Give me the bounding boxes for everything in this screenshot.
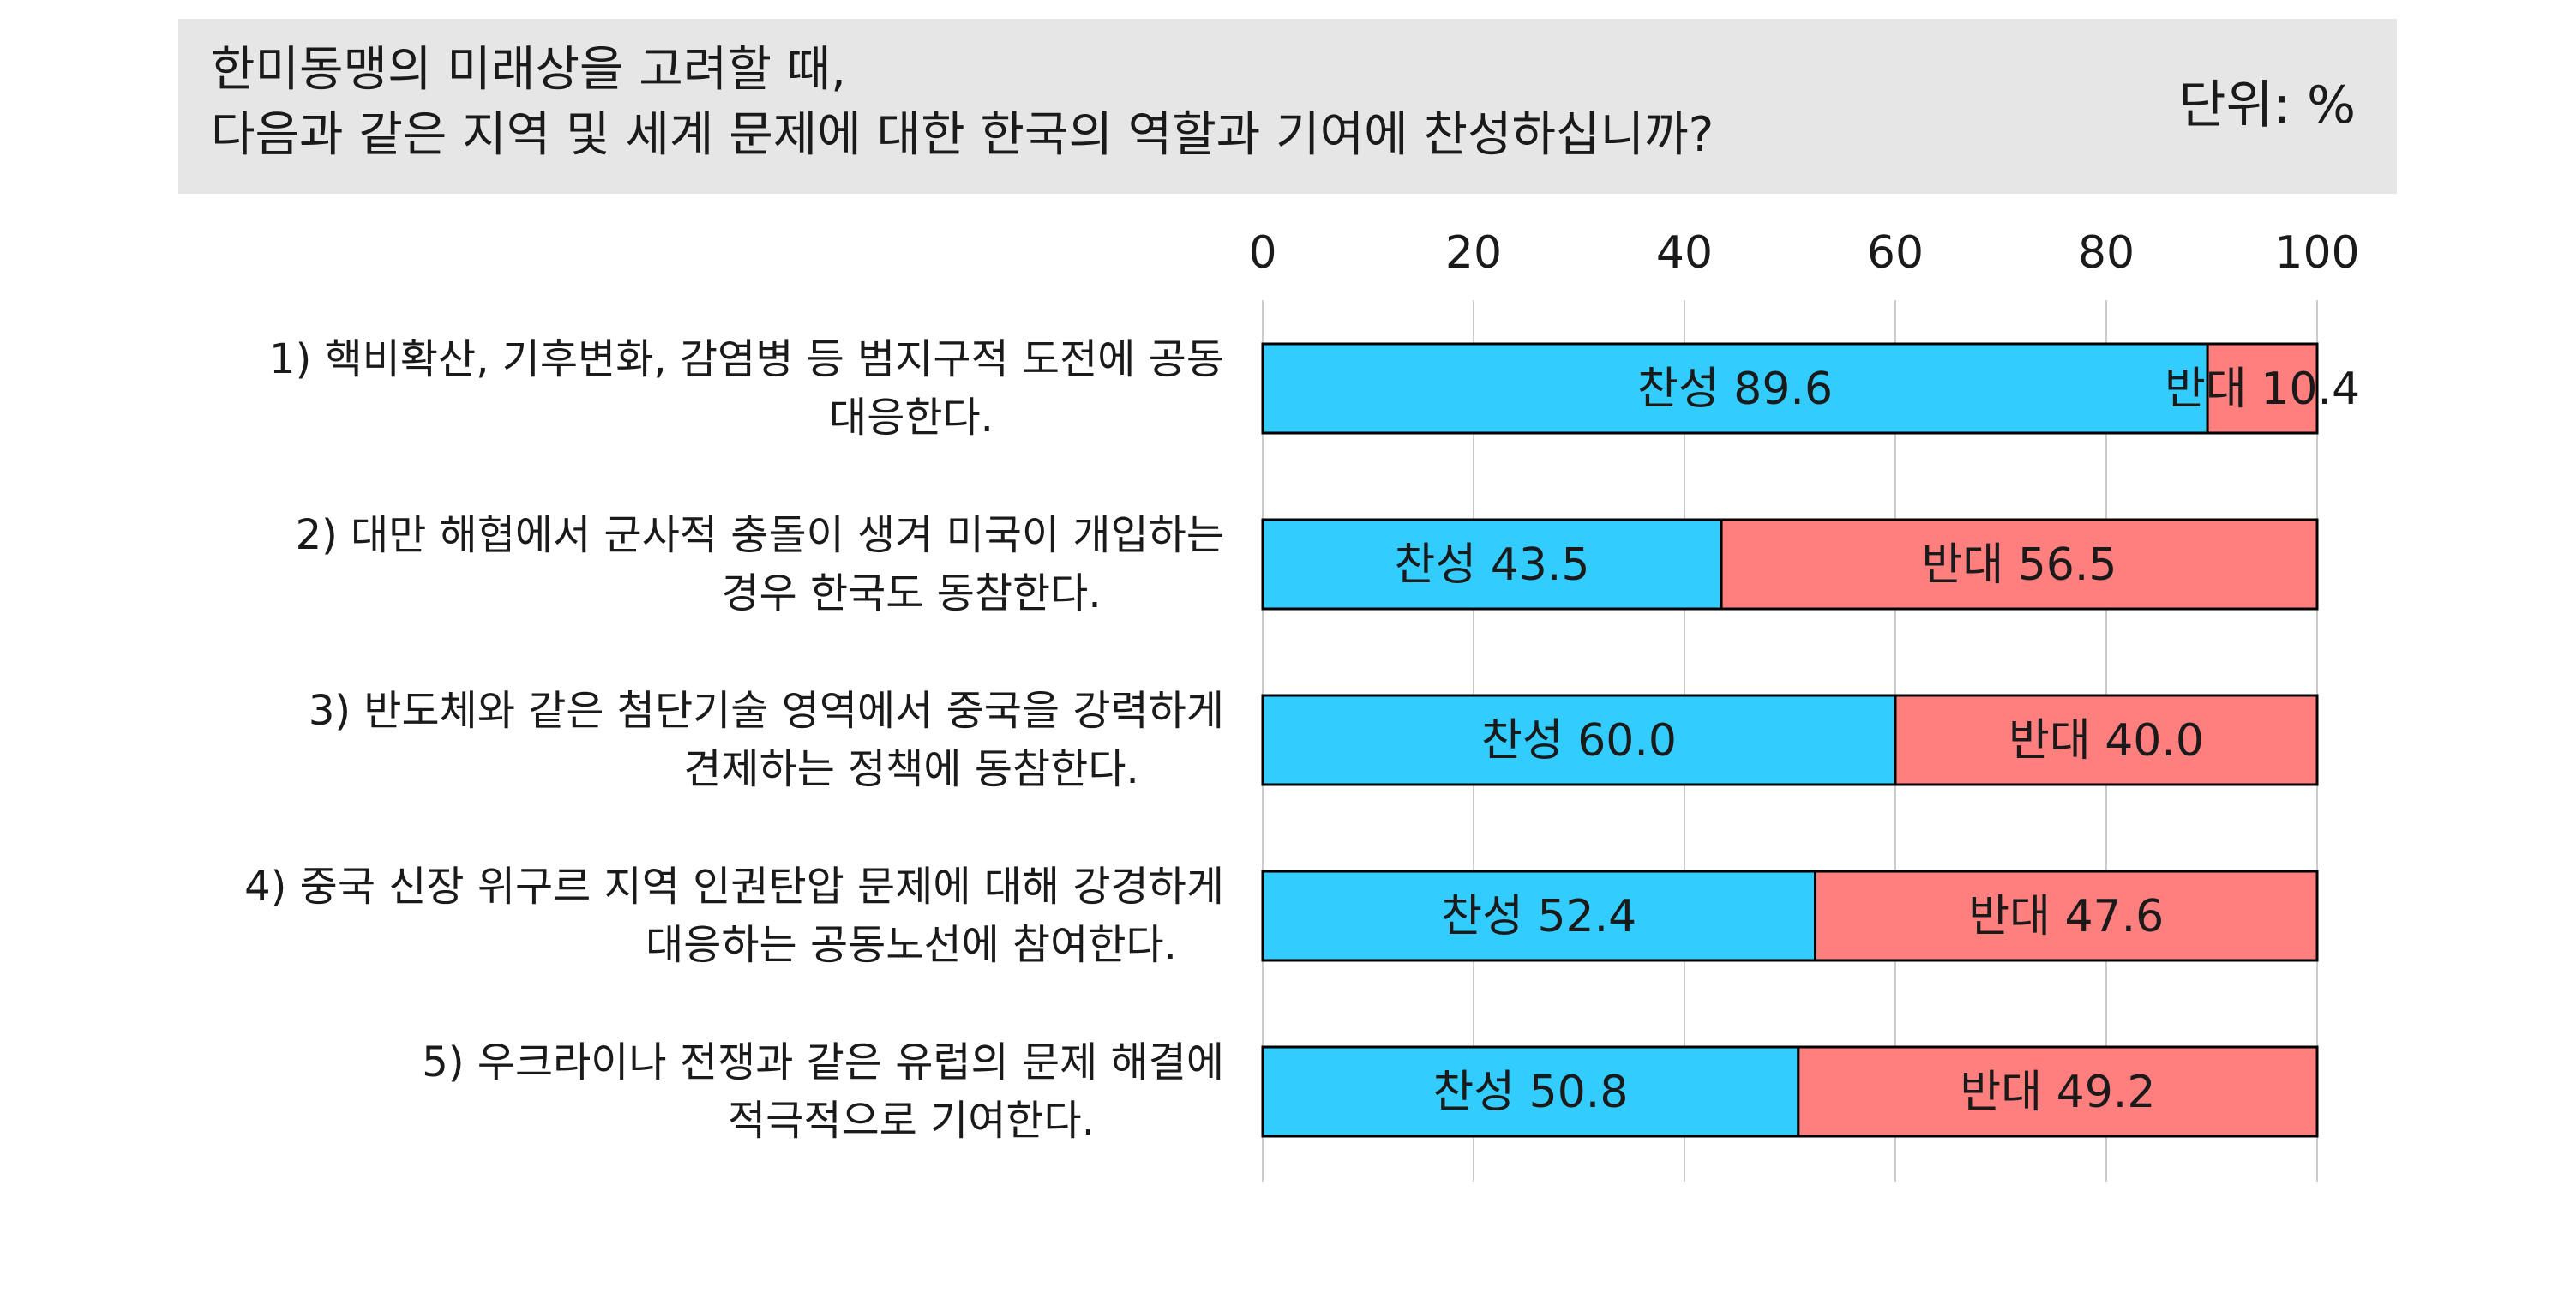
bar-oppose [2206, 342, 2319, 435]
category-label: 대응한다. [829, 394, 994, 442]
chart-title-line-2: 다음과 같은 지역 및 세계 문제에 대한 한국의 역할과 기여에 찬성하십니까… [211, 107, 1714, 163]
data-label-oppose: 반대 40.0 [2009, 715, 2204, 767]
category-label: 대응하는 공동노선에 참여한다. [646, 921, 1177, 969]
data-label-oppose: 반대 10.4 [2165, 364, 2360, 415]
bar-oppose [1797, 1045, 2319, 1138]
x-tick-label: 0 [1248, 227, 1276, 279]
bars: 찬성 89.6 반대 10.4 찬성 43.5 반대 56.5 찬성 60.0 반대 40… [1261, 342, 2360, 1138]
data-label-oppose: 반대 49.2 [1960, 1067, 2155, 1118]
bar-agree [1261, 518, 1723, 611]
category-label: 3) 반도체와 같은 첨단기술 영역에서 중국을 강력하게 [309, 687, 1224, 735]
data-label-oppose: 반대 56.5 [1922, 539, 2117, 591]
data-label-agree: 찬성 60.0 [1481, 715, 1677, 767]
category-label: 4) 중국 신장 위구르 지역 인권탄압 문제에 대해 강경하게 [244, 863, 1224, 911]
data-label-agree: 찬성 52.4 [1441, 891, 1636, 942]
category-label: 5) 우크라이나 전쟁과 같은 유럽의 문제 해결에 [422, 1038, 1224, 1086]
category-label: 적극적으로 기여한다. [728, 1097, 1095, 1145]
x-tick-label: 40 [1656, 227, 1713, 279]
chart-title-line-1: 한미동맹의 미래상을 고려할 때, [211, 42, 846, 98]
title-box: 한미동맹의 미래상을 고려할 때, 다음과 같은 지역 및 세계 문제에 대한 … [178, 19, 2397, 194]
data-label-agree: 찬성 43.5 [1395, 539, 1590, 591]
x-axis-ticks: 0 20 40 60 80 100 [1248, 227, 2359, 279]
x-tick-label: 60 [1867, 227, 1924, 279]
bar-oppose [1720, 518, 2319, 611]
unit-label: 단위: % [2178, 75, 2356, 135]
x-tick-label: 20 [1445, 227, 1502, 279]
data-label-agree: 찬성 89.6 [1637, 364, 1833, 415]
x-tick-label: 100 [2274, 227, 2359, 279]
category-label: 2) 대만 해협에서 군사적 충돌이 생겨 미국이 개입하는 [296, 511, 1224, 559]
x-tick-label: 80 [2078, 227, 2135, 279]
bar-oppose [1894, 694, 2319, 786]
category-label: 경우 한국도 동참한다. [721, 569, 1101, 617]
bar-agree [1261, 342, 2209, 435]
bar-oppose [1814, 870, 2319, 962]
category-label: 견제하는 정책에 동참한다. [683, 745, 1139, 793]
data-label-agree: 찬성 50.8 [1432, 1067, 1628, 1118]
category-label: 1) 핵비확산, 기후변화, 감염병 등 범지구적 도전에 공동 [269, 335, 1224, 383]
data-label-oppose: 반대 47.6 [1968, 891, 2164, 942]
